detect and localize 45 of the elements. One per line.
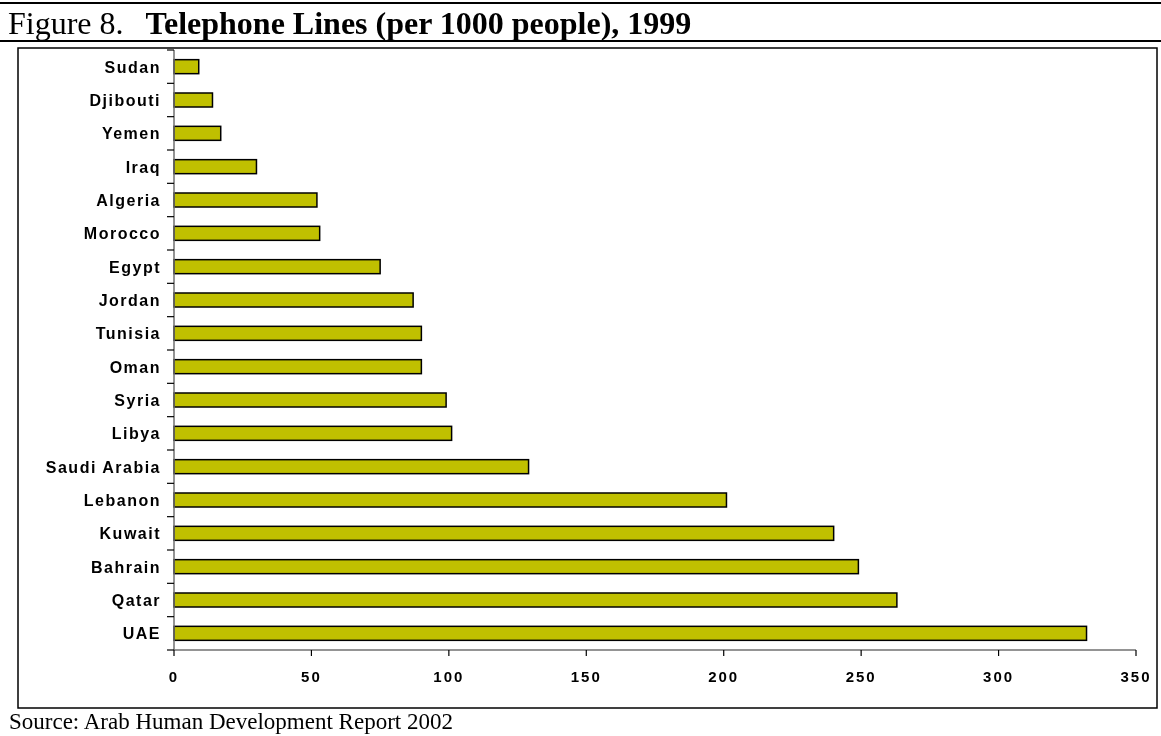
bar: [173, 92, 214, 108]
y-tick-label: Sudan: [104, 58, 161, 76]
y-tick-label: Bahrain: [90, 558, 161, 576]
bar: [173, 558, 860, 575]
x-tick-label: 100: [433, 668, 465, 685]
y-tick-label: Djibouti: [89, 91, 161, 109]
bar: [173, 425, 453, 442]
y-tick-label: Tunisia: [95, 324, 161, 342]
bar: [173, 292, 414, 308]
x-tick-label: 150: [570, 668, 602, 685]
x-tick-label: 50: [301, 668, 322, 685]
bar: [173, 192, 318, 208]
y-tick-label: Lebanon: [83, 491, 161, 509]
bar: [173, 492, 728, 508]
y-tick-label: Qatar: [111, 591, 161, 609]
y-tick-label: Oman: [109, 358, 161, 376]
x-tick-label: 0: [168, 668, 180, 685]
source-note: Source: Arab Human Development Report 2002: [9, 709, 453, 734]
bar: [173, 392, 447, 408]
y-tick-label: Libya: [111, 424, 161, 442]
y-tick-label: Morocco: [83, 224, 161, 242]
bar: [173, 258, 381, 275]
bar: [173, 625, 1088, 642]
bar: [173, 525, 835, 542]
y-tick-label: Yemen: [101, 124, 161, 142]
bar: [173, 158, 258, 175]
x-tick-label: 250: [845, 668, 877, 685]
bar: [173, 225, 321, 242]
x-tick-label: 350: [1120, 668, 1152, 685]
x-tick-label: 200: [708, 668, 740, 685]
y-tick-label: Jordan: [98, 291, 161, 309]
y-tick-label: Algeria: [96, 191, 161, 209]
bar: [173, 358, 423, 375]
bar: [173, 125, 222, 142]
chart-title: Figure 8. Telephone Lines (per 1000 people), 1999: [8, 5, 692, 41]
y-tick-label: Syria: [114, 391, 161, 409]
y-tick-label: Iraq: [125, 158, 161, 176]
bar: [173, 458, 530, 475]
x-tick-label: 300: [983, 668, 1015, 685]
y-tick-label: UAE: [122, 624, 161, 642]
bar: [173, 592, 898, 608]
bar: [173, 325, 423, 342]
y-tick-label: Egypt: [109, 258, 161, 276]
y-tick-label: Kuwait: [99, 524, 161, 542]
y-tick-label: Saudi Arabia: [45, 458, 161, 476]
